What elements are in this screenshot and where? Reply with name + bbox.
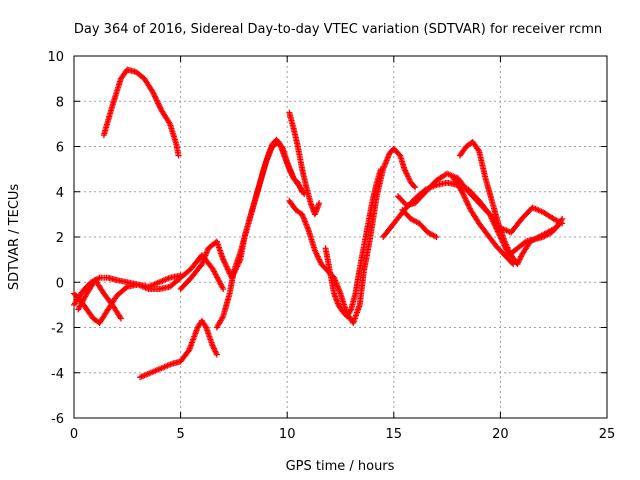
- data-point: [157, 104, 164, 111]
- data-point: [224, 264, 231, 271]
- series-arc-d: [71, 252, 227, 308]
- data-point: [156, 103, 163, 110]
- data-point: [463, 198, 470, 205]
- data-point: [475, 146, 482, 153]
- x-tick-label: 25: [599, 427, 616, 442]
- data-point: [224, 266, 231, 273]
- data-point: [153, 97, 160, 104]
- data-point: [433, 234, 440, 240]
- x-axis-label: GPS time / hours: [286, 459, 395, 474]
- data-point: [411, 183, 418, 190]
- series-arc-b: [137, 317, 220, 381]
- data-point: [117, 315, 124, 322]
- y-tick-label: -2: [51, 322, 64, 337]
- data-point: [149, 89, 156, 96]
- data-point: [559, 215, 566, 222]
- data-point: [459, 190, 466, 197]
- data-point: [151, 93, 158, 100]
- data-point: [152, 94, 159, 101]
- data-point: [151, 91, 158, 98]
- series-arc-i: [286, 145, 419, 326]
- x-tick-label: 10: [279, 427, 296, 442]
- data-point: [175, 152, 182, 159]
- data-point: [213, 351, 220, 358]
- data-point: [465, 202, 472, 209]
- axis-ticks: 0 5 10 15 20 25 -6 -4 -2 0 2 4 6 8 10: [47, 50, 615, 442]
- series-arc-m: [399, 206, 440, 240]
- data-point: [412, 184, 419, 191]
- data-point: [510, 261, 517, 268]
- y-tick-label: 6: [56, 141, 64, 156]
- data-point: [223, 263, 230, 270]
- data-point: [460, 191, 467, 198]
- data-point: [154, 98, 161, 105]
- data-point: [155, 100, 162, 107]
- y-tick-label: 4: [56, 186, 64, 201]
- series-arc-n: [456, 138, 566, 268]
- data-point: [220, 258, 227, 265]
- data-point: [509, 260, 516, 267]
- y-tick-label: -6: [51, 412, 64, 427]
- x-tick-label: 0: [70, 427, 78, 442]
- data-point: [222, 262, 229, 269]
- data-point: [166, 119, 173, 126]
- data-point: [464, 201, 471, 208]
- series-arc-j: [322, 166, 385, 320]
- data-point: [462, 195, 469, 202]
- data-point: [464, 199, 471, 206]
- series-arc-h: [286, 109, 323, 218]
- data-point: [150, 90, 157, 97]
- data-point: [225, 267, 232, 274]
- x-tick-label: 15: [386, 427, 403, 442]
- data-point: [466, 204, 473, 211]
- data-point: [202, 323, 209, 330]
- data-point: [155, 101, 162, 108]
- grid-lines: [74, 56, 607, 418]
- data-point: [378, 166, 385, 173]
- y-tick-label: -4: [51, 367, 64, 382]
- x-tick-label: 5: [176, 427, 184, 442]
- data-point: [153, 96, 160, 103]
- series-arc-g: [213, 136, 306, 331]
- data-point: [347, 307, 354, 314]
- data-point: [299, 188, 306, 195]
- data-points: [71, 66, 566, 381]
- y-tick-label: 0: [56, 276, 64, 291]
- y-tick-label: 8: [56, 95, 64, 110]
- series-arc-a: [100, 66, 182, 159]
- data-point: [221, 259, 228, 266]
- series-arc-o: [450, 175, 517, 268]
- data-point: [220, 286, 227, 293]
- data-point: [462, 197, 469, 204]
- data-point: [558, 217, 565, 224]
- data-point: [222, 260, 229, 267]
- series-arc-e: [75, 276, 124, 322]
- data-point: [276, 142, 283, 149]
- y-axis-label: SDTVAR / TECUs: [7, 184, 22, 291]
- data-point: [220, 256, 227, 263]
- x-tick-label: 20: [492, 427, 509, 442]
- y-tick-label: 10: [47, 50, 64, 65]
- y-tick-label: 2: [56, 231, 64, 246]
- data-point: [117, 314, 124, 321]
- chart-title: Day 364 of 2016, Sidereal Day-to-day VTE…: [74, 22, 602, 37]
- data-point: [461, 194, 468, 201]
- data-point: [316, 200, 323, 207]
- data-point: [459, 188, 466, 195]
- data-point: [123, 284, 130, 291]
- data-point: [460, 192, 467, 199]
